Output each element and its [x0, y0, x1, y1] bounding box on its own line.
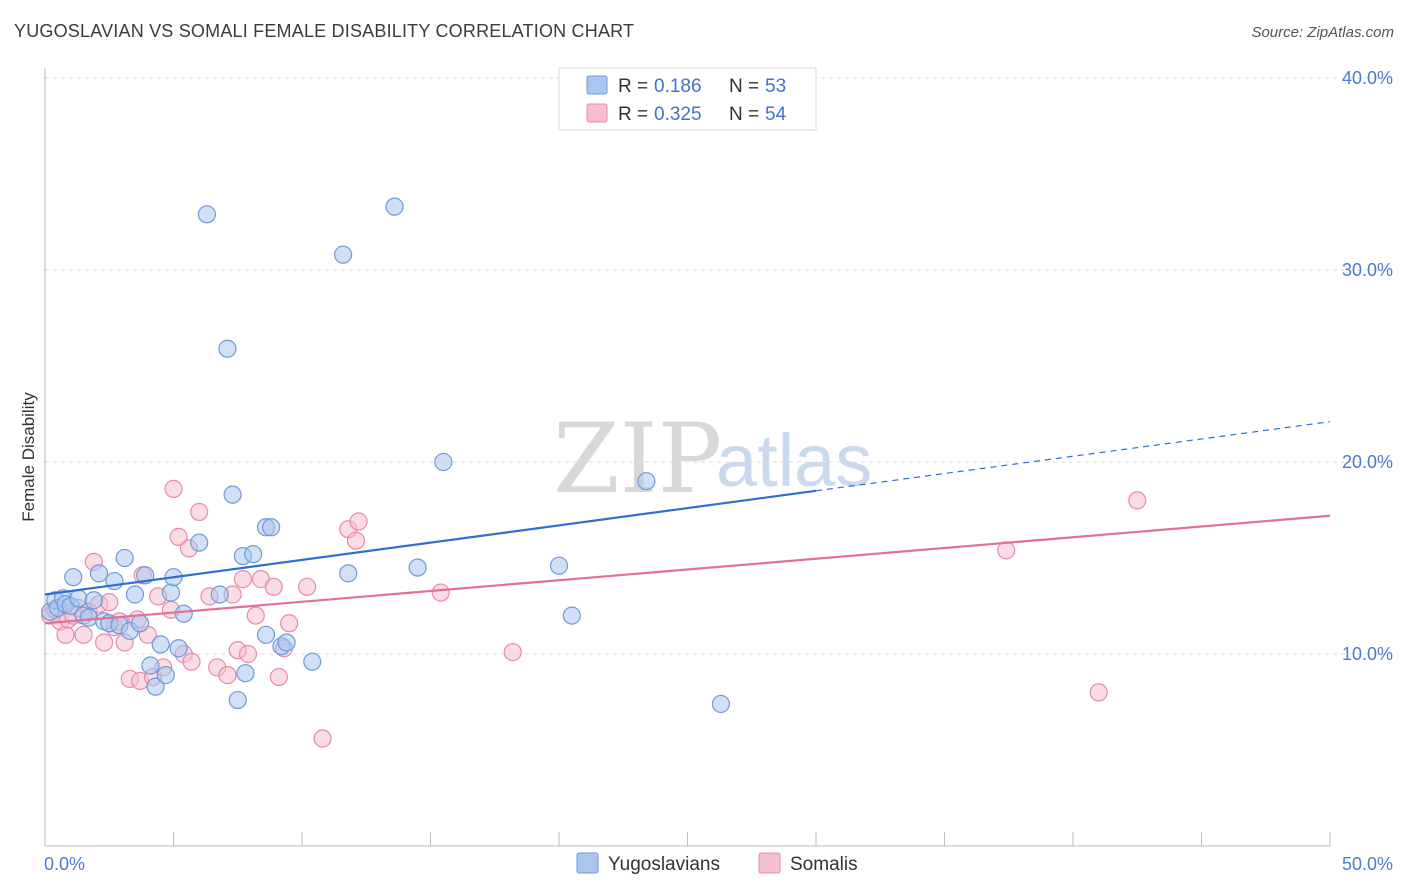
trend-lines [44, 421, 1331, 625]
yugoslavian-point-27 [169, 639, 188, 658]
y-axis-title: Female Disability [19, 392, 38, 522]
somali-point-43 [280, 614, 299, 633]
watermark-zip: ZIP [553, 403, 722, 515]
somali-point-25 [164, 479, 183, 498]
y-tick-label-40: 40.0% [1342, 68, 1393, 88]
yugoslavian-point-46 [385, 197, 404, 216]
yugoslavian-point-36 [236, 664, 255, 683]
somali-point-29 [182, 652, 201, 671]
yugoslavian-point-49 [549, 556, 569, 575]
yugoslavian-point-9 [79, 608, 98, 627]
somali-point-50 [503, 642, 522, 662]
somali-point-49 [431, 583, 450, 602]
bottom-legend-swatch-yugoslavians [576, 852, 599, 874]
yugoslavian-point-37 [244, 545, 263, 564]
series-legend: Yugoslavians Somalis [576, 852, 858, 875]
y-tick-labels: 10.0% 20.0% 30.0% 40.0% [1342, 68, 1393, 664]
x-ticks [44, 832, 1331, 846]
yugoslavian-point-51 [637, 472, 656, 491]
yugoslavian-point-21 [141, 656, 160, 675]
yugoslavian-point-52 [711, 694, 731, 714]
x-tick-label-max: 50.0% [1342, 854, 1393, 874]
yugoslavian-point-10 [84, 591, 103, 610]
legend-swatch-yugoslavians [586, 75, 608, 95]
somali-point-53 [1089, 683, 1108, 702]
somali-point-12 [100, 593, 119, 612]
yugoslavian-point-18 [125, 585, 145, 604]
somali-point-33 [218, 666, 237, 685]
somali-point-44 [298, 577, 317, 596]
y-tick-label-10: 10.0% [1342, 644, 1393, 664]
chart-title: YUGOSLAVIAN VS SOMALI FEMALE DISABILITY … [14, 21, 635, 41]
somali-point-36 [233, 570, 252, 589]
somali-point-30 [190, 502, 209, 522]
legend-r-label-somali: R = [618, 104, 648, 125]
bottom-legend-yugoslavians: Yugoslavians [608, 854, 720, 875]
legend-n-value-somali: 54 [765, 104, 787, 125]
somali-point-3 [56, 625, 75, 644]
somali-point-41 [269, 667, 288, 687]
yugoslavian-point-30 [197, 205, 217, 224]
yugoslavian-point-19 [130, 614, 150, 633]
y-tick-label-20: 20.0% [1342, 452, 1393, 472]
y-tick-label-30: 30.0% [1342, 260, 1393, 280]
bottom-legend-swatch-somalis [758, 852, 781, 874]
chart-source: Source: ZipAtlas.com [1251, 24, 1394, 41]
yugoslavian-point-44 [334, 245, 353, 264]
bottom-legend-somalis: Somalis [790, 854, 858, 875]
trend-line-somalis [44, 514, 1331, 625]
yugoslavian-point-28 [174, 604, 193, 623]
legend-n-label-yugo: N = [729, 76, 759, 97]
yugoslavian-point-47 [408, 558, 427, 577]
yugoslavian-point-24 [156, 666, 175, 685]
somali-point-40 [264, 577, 283, 596]
yugoslavian-point-48 [434, 452, 453, 472]
trend-line-yugoslavians [44, 489, 817, 596]
x-tick-label-min: 0.0% [44, 854, 85, 874]
yugoslavian-point-39 [256, 625, 276, 644]
yugoslavian-point-6 [64, 568, 83, 587]
somali-point-26 [169, 527, 188, 546]
yugoslavian-point-43 [303, 652, 322, 671]
somali-point-48 [349, 512, 368, 531]
somali-point-11 [95, 633, 114, 652]
yugoslavian-point-29 [190, 533, 209, 552]
yugoslavian-point-16 [115, 548, 134, 568]
yugoslavian-point-42 [277, 633, 296, 652]
somali-point-52 [1128, 491, 1147, 510]
yugoslavian-point-40 [262, 518, 281, 537]
yugoslavian-point-50 [562, 606, 581, 625]
yugoslavian-point-34 [228, 690, 247, 710]
yugoslavian-point-25 [161, 583, 181, 602]
yugoslavian-point-32 [218, 339, 237, 358]
legend-r-value-yugo: 0.186 [654, 76, 702, 97]
legend-r-label-yugo: R = [618, 76, 648, 97]
yugoslavian-point-22 [146, 677, 165, 696]
somali-point-37 [238, 644, 258, 664]
somali-point-7 [74, 625, 93, 644]
yugoslavian-point-45 [339, 564, 358, 583]
legend-swatch-somalis [586, 103, 608, 123]
correlation-legend: R = 0.186 N = 53 R = 0.325 N = 54 [558, 67, 817, 131]
legend-n-value-yugo: 53 [765, 76, 786, 97]
yugoslavian-points [41, 197, 731, 714]
watermark-atlas: atlas [716, 419, 872, 502]
somali-point-47 [346, 531, 366, 550]
somali-point-38 [246, 606, 265, 625]
legend-n-label-somali: N = [729, 104, 759, 125]
yugoslavian-point-11 [89, 564, 109, 583]
somali-point-45 [313, 729, 332, 748]
yugoslavian-point-7 [69, 589, 88, 608]
yugoslavian-point-33 [223, 485, 242, 504]
yugoslavian-point-23 [151, 635, 170, 654]
legend-r-value-somali: 0.325 [654, 104, 702, 125]
trend-line-yugoslavians-extension [815, 421, 1331, 492]
yugoslavian-point-31 [210, 585, 229, 604]
